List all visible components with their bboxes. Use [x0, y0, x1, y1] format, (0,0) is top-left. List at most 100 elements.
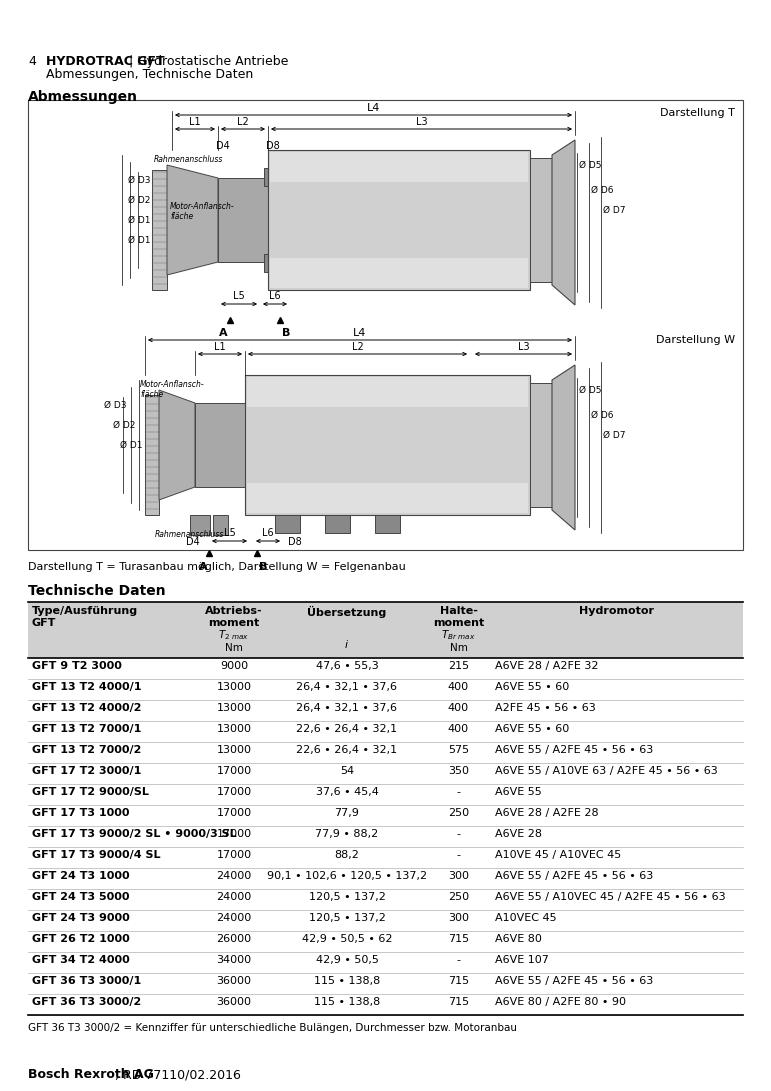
Bar — [375, 515, 400, 533]
Text: 17000: 17000 — [217, 808, 251, 818]
Text: GFT 13 T2 7000/2: GFT 13 T2 7000/2 — [32, 745, 141, 755]
Text: GFT 13 T2 4000/2: GFT 13 T2 4000/2 — [32, 703, 142, 714]
Bar — [190, 515, 210, 535]
Text: 17000: 17000 — [217, 850, 251, 860]
Text: Darstellung T: Darstellung T — [660, 108, 735, 118]
Text: 215: 215 — [448, 661, 469, 671]
Polygon shape — [159, 389, 195, 500]
Text: 575: 575 — [448, 745, 469, 755]
Text: L2: L2 — [237, 117, 249, 127]
Bar — [28, 100, 743, 550]
Text: 88,2: 88,2 — [335, 850, 359, 860]
Text: 400: 400 — [448, 724, 469, 734]
Text: 250: 250 — [448, 892, 469, 902]
Text: L3: L3 — [517, 341, 530, 352]
Text: 715: 715 — [448, 997, 469, 1007]
Text: Rahmenanschluss: Rahmenanschluss — [155, 530, 224, 539]
Text: 22,6 • 26,4 • 32,1: 22,6 • 26,4 • 32,1 — [296, 745, 398, 755]
Text: A6VE 55 • 60: A6VE 55 • 60 — [495, 724, 569, 734]
Text: L5: L5 — [233, 291, 245, 301]
Text: GFT 36 T3 3000/2: GFT 36 T3 3000/2 — [32, 997, 141, 1007]
Text: A6VE 28 / A2FE 28: A6VE 28 / A2FE 28 — [495, 808, 598, 818]
Text: A6VE 55 / A2FE 45 • 56 • 63: A6VE 55 / A2FE 45 • 56 • 63 — [495, 745, 653, 755]
Text: D8: D8 — [266, 141, 280, 151]
Bar — [218, 178, 268, 262]
Text: L6: L6 — [269, 291, 281, 301]
Bar — [245, 375, 530, 515]
Text: B: B — [259, 562, 268, 572]
Text: 42,9 • 50,5: 42,9 • 50,5 — [315, 955, 379, 966]
Text: 120,5 • 137,2: 120,5 • 137,2 — [308, 892, 386, 902]
Text: Type/Ausführung
GFT: Type/Ausführung GFT — [32, 606, 138, 628]
Text: GFT 36 T3 3000/2 = Kennziffer für unterschiedliche Bulängen, Durchmesser bzw. Mo: GFT 36 T3 3000/2 = Kennziffer für unters… — [28, 1023, 517, 1033]
Text: 400: 400 — [448, 682, 469, 692]
Text: Übersetzung: Übersetzung — [308, 606, 386, 619]
Text: 13000: 13000 — [217, 745, 251, 755]
Text: L1: L1 — [189, 117, 200, 127]
Text: A6VE 55 / A2FE 45 • 56 • 63: A6VE 55 / A2FE 45 • 56 • 63 — [495, 871, 653, 882]
Bar — [152, 170, 167, 290]
Text: A: A — [199, 562, 207, 572]
Text: GFT 24 T3 9000: GFT 24 T3 9000 — [32, 913, 130, 923]
Text: Ø D1: Ø D1 — [127, 236, 150, 244]
Text: Halte-
moment: Halte- moment — [433, 606, 484, 628]
Text: Ø D6: Ø D6 — [591, 185, 614, 194]
Text: Hydromotor: Hydromotor — [580, 606, 655, 616]
Text: -: - — [456, 829, 460, 839]
Text: GFT 9 T2 3000: GFT 9 T2 3000 — [32, 661, 122, 671]
Bar — [247, 377, 528, 407]
Text: GFT 17 T3 1000: GFT 17 T3 1000 — [32, 808, 130, 818]
Text: 26,4 • 32,1 • 37,6: 26,4 • 32,1 • 37,6 — [297, 703, 398, 714]
Text: L3: L3 — [416, 117, 427, 127]
Text: 77,9: 77,9 — [335, 808, 359, 818]
Bar — [530, 383, 552, 507]
Text: 715: 715 — [448, 934, 469, 944]
Text: L4: L4 — [367, 103, 380, 113]
Text: Abmessungen: Abmessungen — [28, 89, 138, 104]
Text: 250: 250 — [448, 808, 469, 818]
Polygon shape — [167, 165, 218, 275]
Text: 715: 715 — [448, 976, 469, 986]
Text: A6VE 28 / A2FE 32: A6VE 28 / A2FE 32 — [495, 661, 598, 671]
Text: 26,4 • 32,1 • 37,6: 26,4 • 32,1 • 37,6 — [297, 682, 398, 692]
Text: GFT 24 T3 1000: GFT 24 T3 1000 — [32, 871, 130, 882]
Text: Ø D7: Ø D7 — [603, 205, 625, 215]
Text: Ø D3: Ø D3 — [127, 176, 150, 184]
Bar — [268, 149, 530, 290]
Text: 115 • 138,8: 115 • 138,8 — [314, 997, 380, 1007]
Text: Motor-Anflansch-
fläche: Motor-Anflansch- fläche — [170, 202, 234, 221]
Text: GFT 17 T2 3000/1: GFT 17 T2 3000/1 — [32, 766, 141, 776]
Bar — [247, 483, 528, 513]
Text: HYDROTRAC GFT: HYDROTRAC GFT — [46, 55, 165, 68]
Text: A10VEC 45: A10VEC 45 — [495, 913, 557, 923]
Text: A6VE 107: A6VE 107 — [495, 955, 549, 966]
Text: 47,6 • 55,3: 47,6 • 55,3 — [315, 661, 379, 671]
Text: L5: L5 — [224, 528, 235, 538]
Text: D4: D4 — [216, 141, 230, 151]
Text: | Hydrostatische Antriebe: | Hydrostatische Antriebe — [125, 55, 288, 68]
Text: Ø D6: Ø D6 — [591, 410, 614, 420]
Text: 34000: 34000 — [217, 955, 251, 966]
Bar — [325, 515, 350, 533]
Text: Ø D1: Ø D1 — [120, 441, 143, 449]
Text: GFT 34 T2 4000: GFT 34 T2 4000 — [32, 955, 130, 966]
Text: A6VE 55 / A10VEC 45 / A2FE 45 • 56 • 63: A6VE 55 / A10VEC 45 / A2FE 45 • 56 • 63 — [495, 892, 726, 902]
Text: Abmessungen, Technische Daten: Abmessungen, Technische Daten — [46, 68, 253, 81]
Text: -: - — [456, 787, 460, 798]
Text: 115 • 138,8: 115 • 138,8 — [314, 976, 380, 986]
Bar — [264, 168, 276, 185]
Text: A6VE 55 / A10VE 63 / A2FE 45 • 56 • 63: A6VE 55 / A10VE 63 / A2FE 45 • 56 • 63 — [495, 766, 718, 776]
Text: A2FE 45 • 56 • 63: A2FE 45 • 56 • 63 — [495, 703, 596, 714]
Text: GFT 24 T3 5000: GFT 24 T3 5000 — [32, 892, 130, 902]
Text: Ø D2: Ø D2 — [128, 195, 150, 204]
Text: GFT 13 T2 7000/1: GFT 13 T2 7000/1 — [32, 724, 141, 734]
Text: 13000: 13000 — [217, 682, 251, 692]
Bar — [275, 515, 300, 533]
Polygon shape — [552, 140, 575, 305]
Text: -: - — [456, 850, 460, 860]
Bar — [530, 158, 552, 281]
Bar — [270, 152, 528, 182]
Text: 24000: 24000 — [217, 913, 251, 923]
Bar — [28, 602, 743, 658]
Text: $T_{Br\ max}$
Nm: $T_{Br\ max}$ Nm — [441, 628, 476, 654]
